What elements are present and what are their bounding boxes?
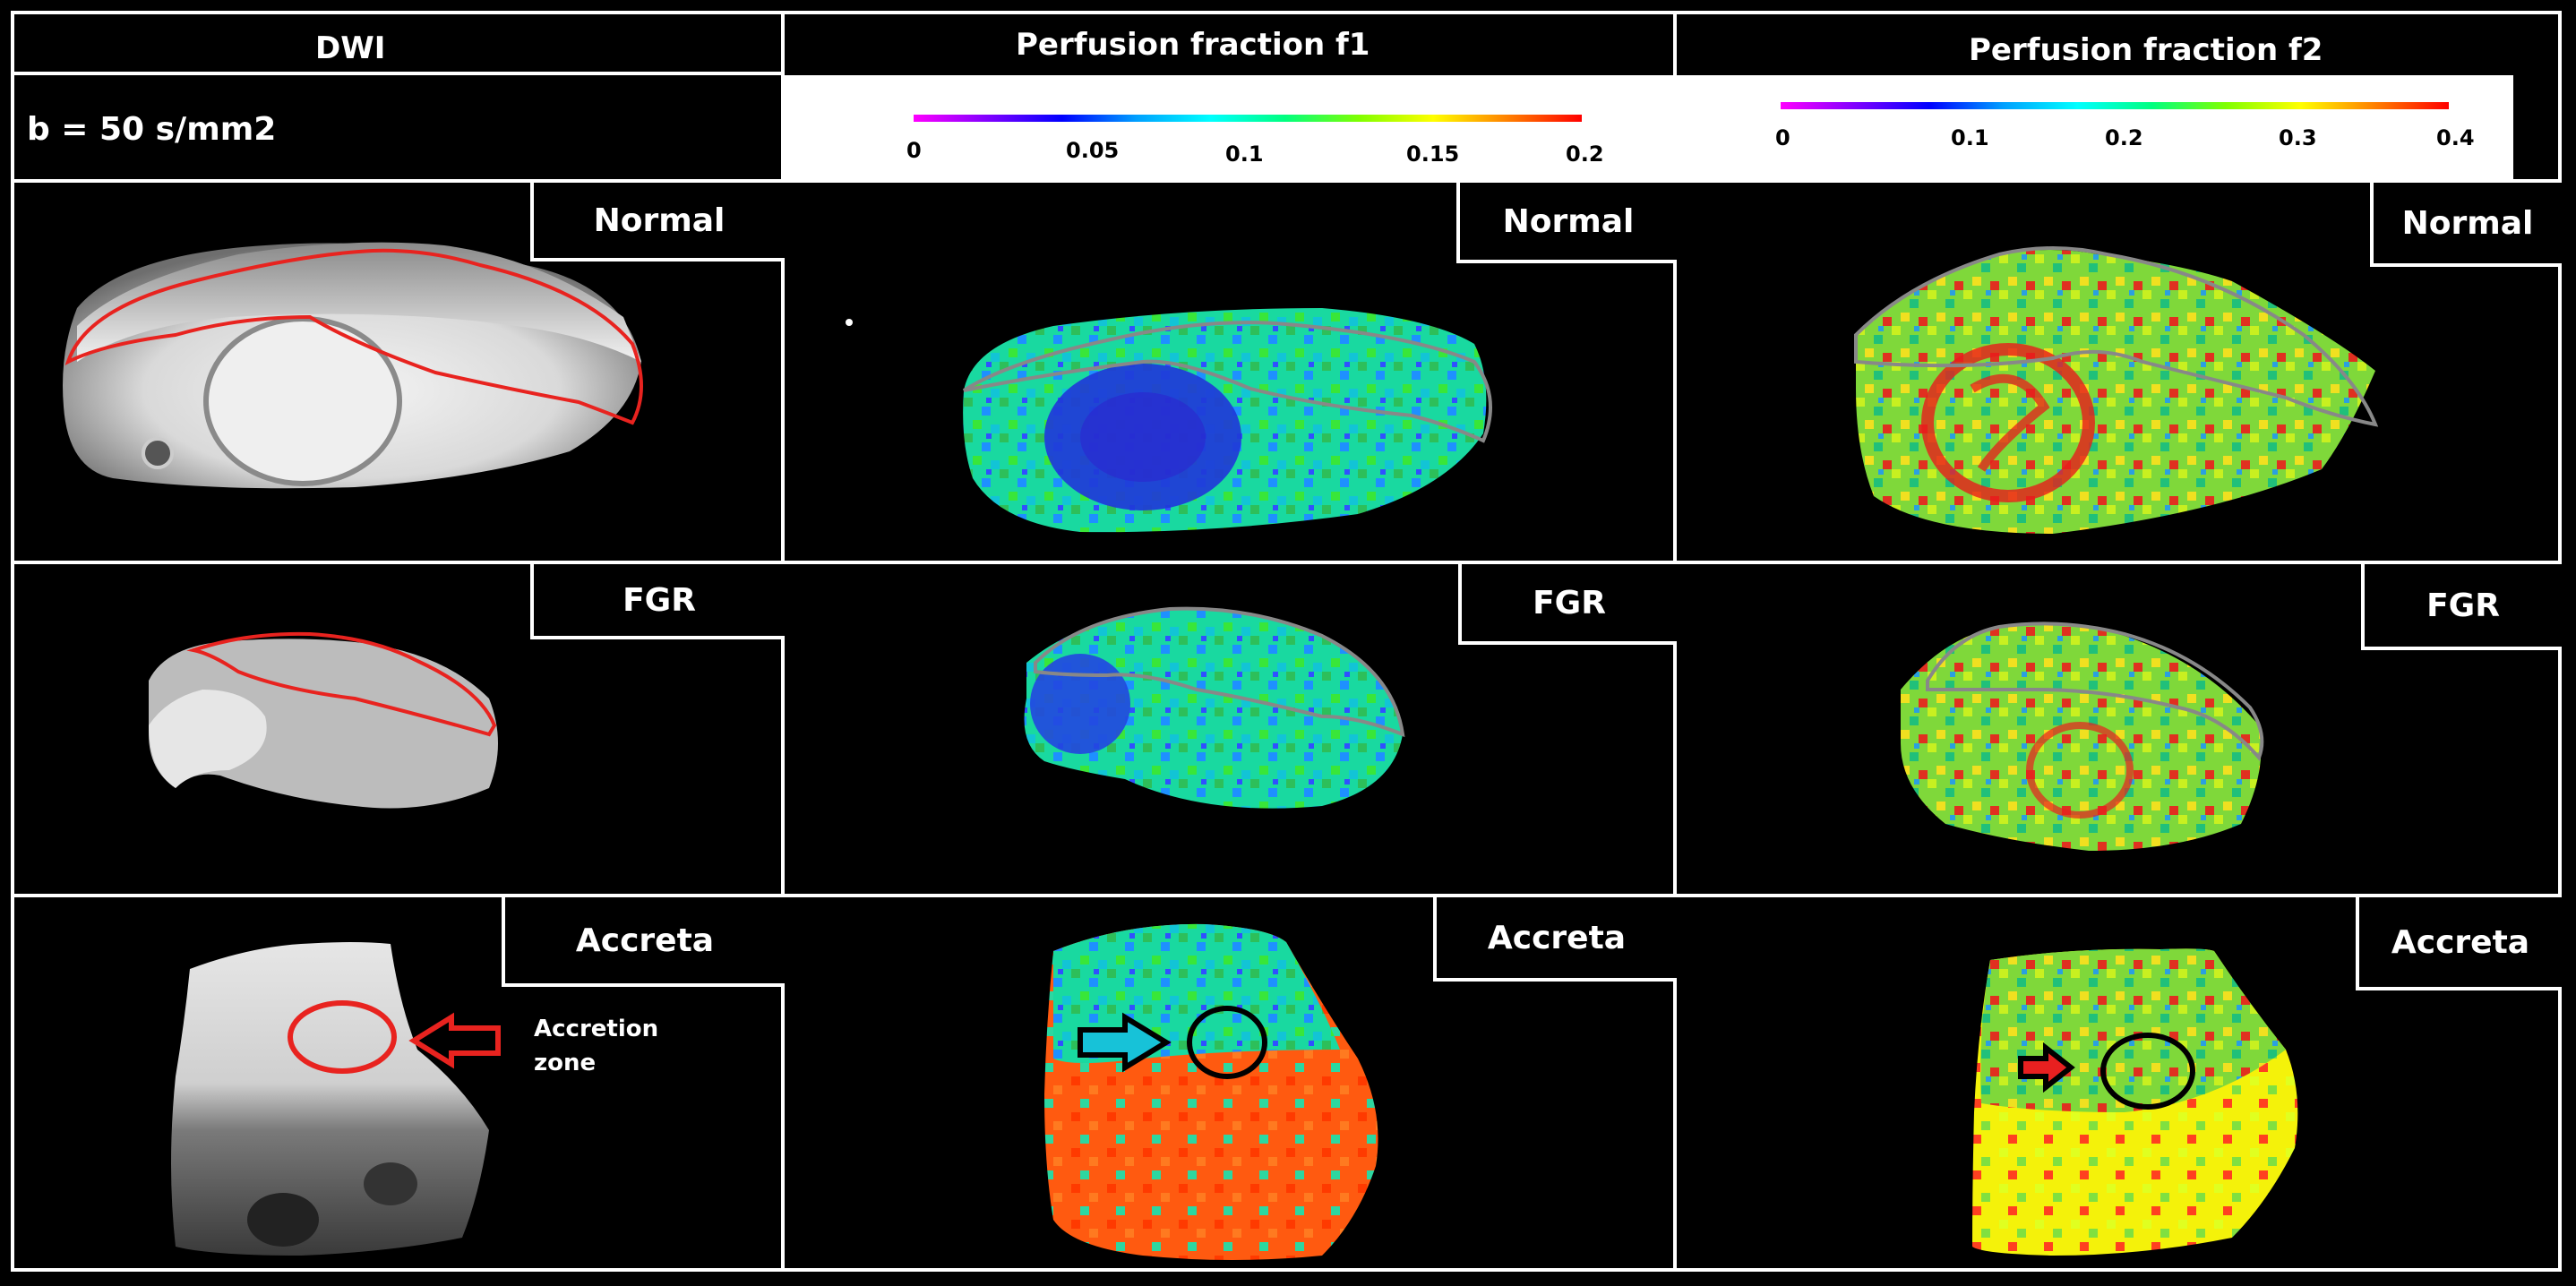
- f1-tick-0: 0: [906, 138, 922, 163]
- roi-contour: [1034, 606, 1405, 738]
- roi-contour: [1854, 246, 2379, 427]
- roi-contour: [186, 631, 497, 737]
- accretion-arrow: [1078, 1012, 1172, 1073]
- grid-header-divider: [11, 72, 781, 75]
- grid-row1-top: [11, 179, 2562, 183]
- f2-normal-map: [1854, 246, 2379, 534]
- annotation-line2: zone: [534, 1050, 597, 1076]
- f2-tick-0: 0: [1775, 125, 1790, 150]
- roi-contour: [1926, 622, 2264, 761]
- fetal-head-ring: [1921, 343, 2095, 502]
- grid-row2-top: [11, 561, 2562, 564]
- accretion-arrow: [2018, 1042, 2075, 1093]
- placenta-shape: [1024, 608, 1403, 809]
- placenta-shape: [1901, 623, 2262, 851]
- f1-tick-3: 0.15: [1406, 141, 1460, 167]
- roi-contour: [64, 248, 643, 425]
- row-label-f2-normal: Normal: [2370, 183, 2562, 267]
- fetal-region-ring: [2026, 722, 2134, 819]
- f1-colorbar: [914, 115, 1582, 122]
- row-label-f2-accreta: Accreta: [2356, 897, 2562, 990]
- f2-tick-1: 0.1: [1951, 125, 1989, 150]
- placenta-top-layer: [77, 242, 641, 362]
- annotation-line1: Accretion: [534, 1016, 659, 1042]
- placenta-shape: [171, 942, 489, 1256]
- accretion-arrow: [408, 1012, 501, 1069]
- fetal-region: [1030, 654, 1130, 754]
- row-label-f1-fgr: FGR: [1458, 564, 1677, 645]
- f2-tick-4: 0.4: [2436, 125, 2475, 150]
- fetal-head: [203, 316, 402, 486]
- grid-col2-left: [781, 11, 785, 1272]
- grid-bottom-border: [11, 1268, 2562, 1272]
- f1-fgr-map: [1024, 606, 1405, 809]
- dwi-fgr-image: [149, 631, 498, 809]
- row-label-f1-accreta: Accreta: [1433, 897, 1677, 982]
- grid-top-border: [11, 11, 2562, 14]
- column-header-f2: Perfusion fraction f2: [1969, 32, 2323, 68]
- f2-tick-2: 0.2: [2105, 125, 2143, 150]
- accretion-circle: [1187, 1006, 1267, 1079]
- grid-row3-top: [11, 894, 2562, 897]
- f2-fgr-map: [1901, 622, 2264, 851]
- accretion-circle: [288, 1000, 397, 1074]
- f1-normal-map: [846, 308, 1492, 533]
- f1-colorbar-panel: 0 0.05 0.1 0.15 0.2: [785, 75, 1673, 179]
- accretion-circle: [2100, 1033, 2195, 1110]
- f2-colorbar: [1781, 102, 2449, 109]
- f2-colorbar-panel: 0 0.1 0.2 0.3 0.4: [1677, 75, 2513, 179]
- accretion-zone-annotation: Accretion zone: [534, 1012, 658, 1080]
- f2-accreta-map: [1972, 948, 2298, 1256]
- grid-left-border: [11, 11, 14, 1272]
- f1-accreta-map: [1044, 923, 1378, 1260]
- f1-tick-4: 0.2: [1566, 141, 1604, 167]
- column-header-f1: Perfusion fraction f1: [1016, 27, 1370, 63]
- small-vessel: [142, 437, 174, 469]
- f1-tick-1: 0.05: [1066, 138, 1120, 163]
- row-label-f1-normal: Normal: [1456, 183, 1677, 263]
- row-label-dwi-normal: Normal: [530, 183, 785, 261]
- f1-tick-2: 0.1: [1225, 141, 1264, 167]
- b-value-label: b = 50 s/mm2: [27, 111, 277, 148]
- row-label-dwi-fgr: FGR: [530, 564, 785, 639]
- dwi-normal-image: [63, 242, 643, 489]
- roi-contour: [962, 321, 1492, 443]
- column-header-dwi: DWI: [315, 30, 386, 66]
- row-label-f2-fgr: FGR: [2361, 564, 2562, 650]
- f2-tick-3: 0.3: [2279, 125, 2317, 150]
- dwi-accreta-image: [171, 942, 501, 1256]
- row-label-dwi-accreta: Accreta: [502, 897, 785, 987]
